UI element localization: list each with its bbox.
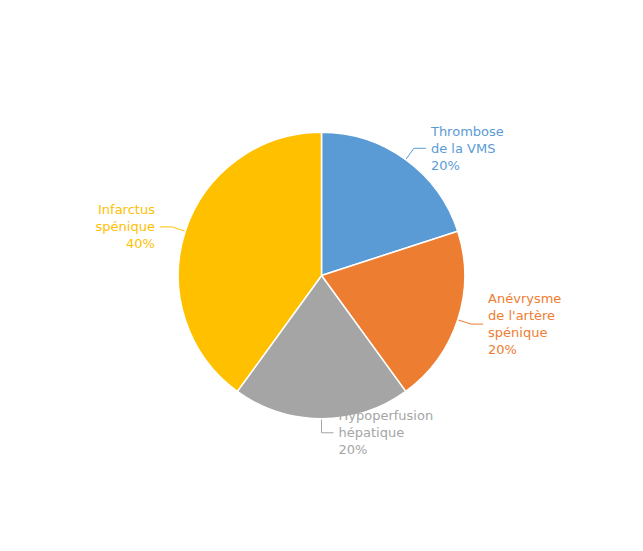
svg-text:Infarctus: Infarctus bbox=[98, 202, 155, 217]
svg-text:40%: 40% bbox=[126, 236, 155, 251]
svg-text:20%: 20% bbox=[339, 442, 368, 457]
svg-text:de l'artère: de l'artère bbox=[488, 308, 555, 323]
svg-text:hépatique: hépatique bbox=[339, 425, 405, 440]
svg-text:de la VMS: de la VMS bbox=[431, 141, 495, 156]
svg-text:20%: 20% bbox=[431, 158, 460, 173]
svg-text:Anévrysme: Anévrysme bbox=[488, 291, 561, 306]
svg-text:spénique: spénique bbox=[488, 325, 547, 340]
svg-text:Hypoperfusion: Hypoperfusion bbox=[339, 408, 434, 423]
svg-text:Thrombose: Thrombose bbox=[430, 124, 504, 139]
svg-text:spénique: spénique bbox=[96, 219, 155, 234]
svg-text:20%: 20% bbox=[488, 342, 517, 357]
